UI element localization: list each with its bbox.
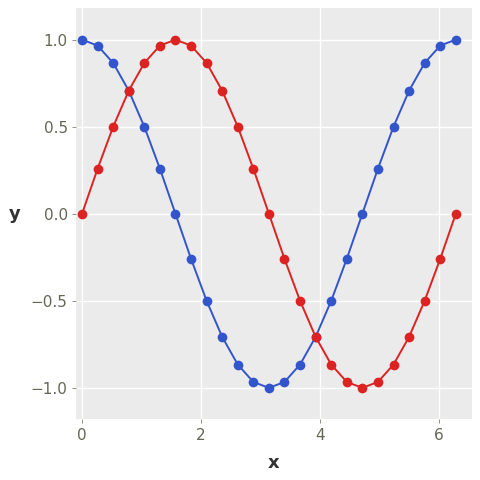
Y-axis label: y: y — [8, 205, 20, 223]
X-axis label: x: x — [268, 454, 280, 472]
